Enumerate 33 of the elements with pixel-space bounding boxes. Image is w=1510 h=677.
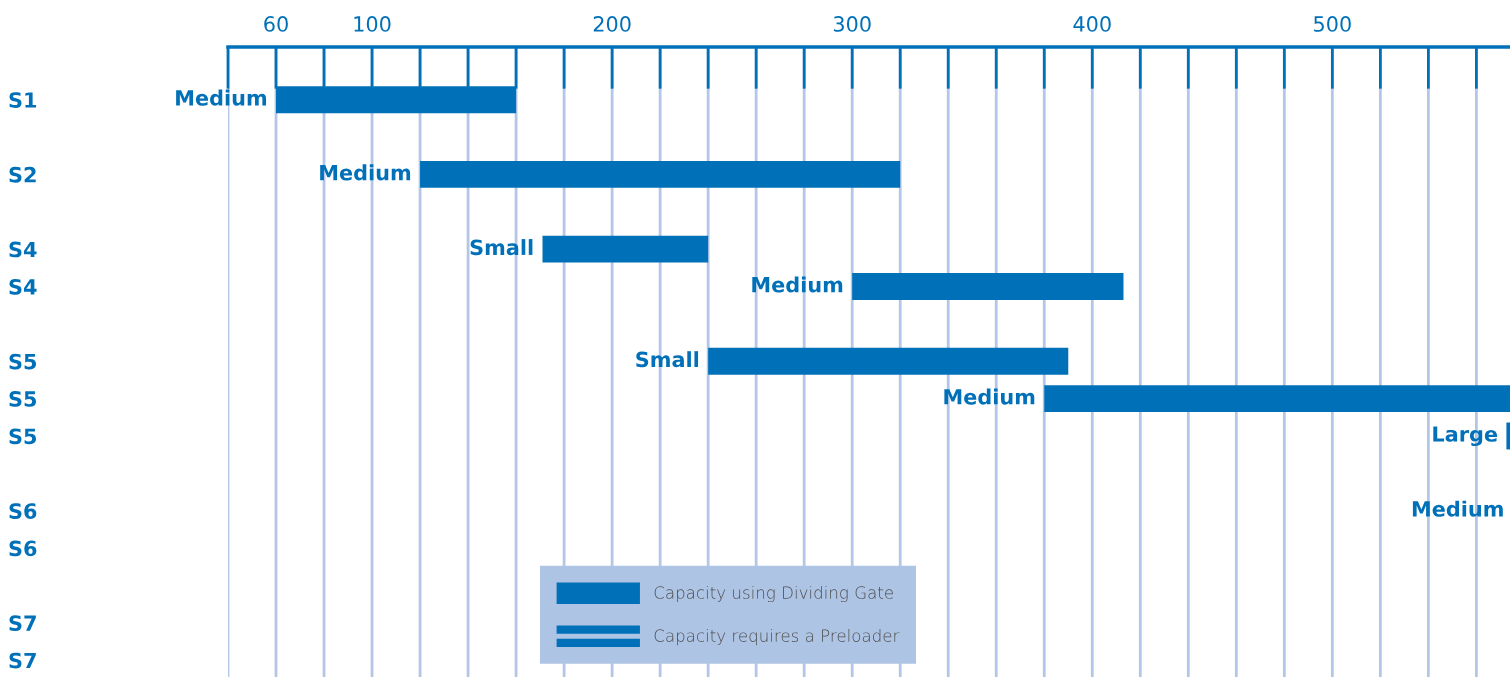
y-tick-label: S6 <box>9 503 37 519</box>
bar <box>1044 385 1510 413</box>
legend-label: Capacity using Dividing Gate <box>654 585 893 603</box>
x-tick-label: 200 <box>593 16 631 32</box>
y-tick-label: S5 <box>9 391 37 407</box>
y-tick-label: S2 <box>9 166 36 183</box>
bar <box>1506 422 1510 450</box>
bar <box>542 235 709 263</box>
data-label: Small <box>636 351 699 368</box>
y-tick-label: S4 <box>9 278 37 295</box>
x-tick-label: 60 <box>264 16 288 32</box>
bar <box>852 273 1124 300</box>
data-label: Small <box>470 239 533 256</box>
y-tick-label: S6 <box>9 540 37 557</box>
y-tick-label: S5 <box>9 428 37 445</box>
x-tick-label: 500 <box>1314 16 1351 32</box>
bar <box>420 160 901 188</box>
data-label: Medium <box>944 388 1035 405</box>
y-tick-label: S7 <box>9 652 36 669</box>
bar <box>708 347 1069 375</box>
data-label: Medium <box>752 276 843 293</box>
data-label: Medium <box>320 164 411 181</box>
text: Medium <box>1412 500 1503 517</box>
x-tick-label: 300 <box>833 16 871 32</box>
y-tick-label: S5 <box>9 353 37 370</box>
data-label: Medium <box>176 89 267 106</box>
x-tick-label: 100 <box>354 16 391 32</box>
y-tick-label: S7 <box>9 615 36 632</box>
y-tick-label: S1 <box>9 92 37 108</box>
x-tick-label: 400 <box>1073 16 1111 32</box>
y-tick-label: S4 <box>9 241 37 258</box>
data-label: Large <box>1433 426 1498 447</box>
legend-label: Capacity requires a Preloader <box>654 629 900 646</box>
